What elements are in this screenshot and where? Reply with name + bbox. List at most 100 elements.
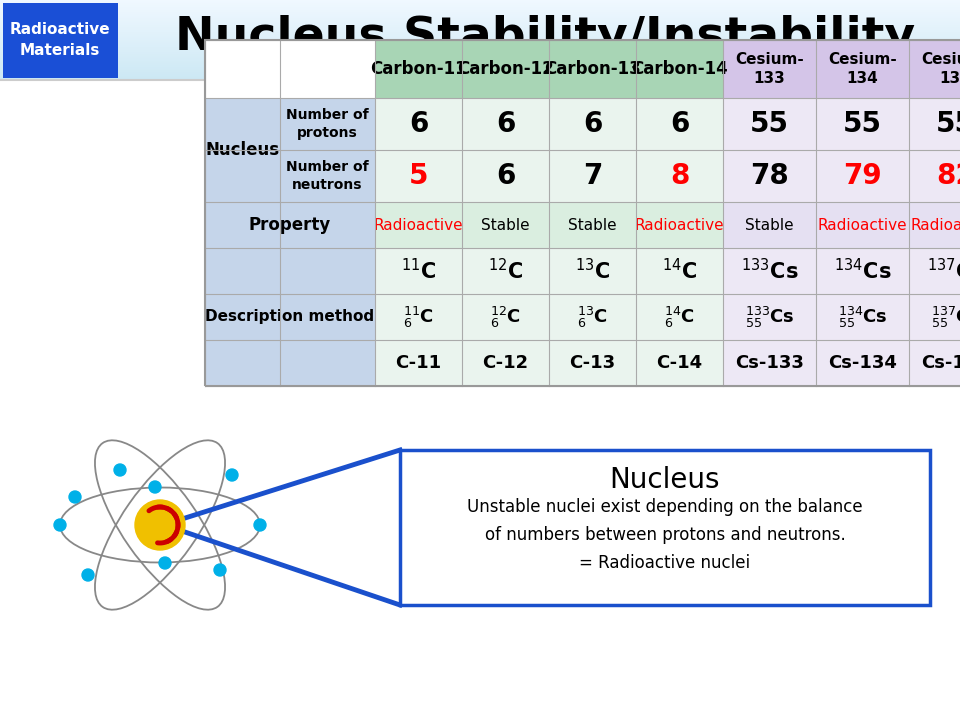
Bar: [0, 62, 960, 63]
Bar: [0, 56, 960, 57]
Bar: [0, 16, 960, 17]
Bar: [0, 57, 960, 58]
Bar: [0, 12, 960, 13]
Text: $^{12}$C: $^{12}$C: [488, 258, 523, 284]
Bar: [0, 27, 960, 28]
Bar: [816, 340, 909, 386]
Bar: [205, 98, 280, 202]
Bar: [0, 72, 960, 73]
Text: Carbon-14: Carbon-14: [631, 60, 728, 78]
Text: Radioactive: Radioactive: [911, 217, 960, 233]
Bar: [0, 71, 960, 72]
Bar: [0, 28, 960, 29]
Text: Cesium-
133: Cesium- 133: [735, 53, 804, 86]
Bar: [0, 31, 960, 32]
Bar: [0, 36, 960, 37]
Bar: [0, 42, 960, 43]
Bar: [462, 340, 549, 386]
Bar: [0, 4, 960, 5]
Text: 6: 6: [409, 110, 428, 138]
Text: 6: 6: [670, 110, 689, 138]
Circle shape: [114, 464, 126, 476]
Bar: [723, 294, 816, 340]
Bar: [0, 38, 960, 39]
Bar: [549, 340, 636, 386]
Bar: [375, 340, 462, 386]
Bar: [205, 248, 375, 386]
Bar: [636, 202, 723, 248]
Bar: [0, 69, 960, 70]
Bar: [0, 53, 960, 54]
Bar: [816, 98, 909, 150]
Bar: [0, 78, 960, 79]
Bar: [0, 74, 960, 75]
Bar: [636, 248, 723, 294]
Bar: [0, 6, 960, 7]
Bar: [0, 61, 960, 62]
Bar: [549, 294, 636, 340]
Bar: [909, 98, 960, 150]
Circle shape: [214, 564, 226, 576]
Bar: [0, 70, 960, 71]
Bar: [0, 75, 960, 76]
Bar: [549, 202, 636, 248]
Circle shape: [226, 469, 238, 481]
Bar: [723, 248, 816, 294]
Bar: [0, 2, 960, 3]
Bar: [462, 294, 549, 340]
Bar: [549, 98, 636, 150]
Text: C-14: C-14: [657, 354, 703, 372]
Bar: [0, 13, 960, 14]
Text: $^{137}$Cs: $^{137}$Cs: [926, 258, 960, 284]
Bar: [909, 340, 960, 386]
Text: 5: 5: [409, 162, 428, 190]
Bar: [636, 40, 723, 98]
Bar: [0, 41, 960, 42]
Bar: [0, 52, 960, 53]
Text: $^{137}_{55}$Cs: $^{137}_{55}$Cs: [930, 305, 960, 330]
Bar: [0, 22, 960, 23]
Text: Cs-137: Cs-137: [921, 354, 960, 372]
Bar: [0, 37, 960, 38]
Bar: [0, 51, 960, 52]
Bar: [0, 24, 960, 25]
Bar: [280, 98, 375, 150]
Bar: [375, 248, 462, 294]
Bar: [0, 21, 960, 22]
Bar: [3, 3, 118, 78]
Text: Nucleus: Nucleus: [205, 141, 279, 159]
Bar: [0, 19, 960, 20]
Bar: [0, 10, 960, 11]
Bar: [462, 248, 549, 294]
Text: $^{11}_{6}$C: $^{11}_{6}$C: [403, 305, 434, 330]
Bar: [0, 23, 960, 24]
Bar: [816, 150, 909, 202]
Bar: [0, 46, 960, 47]
Bar: [0, 35, 960, 36]
Text: Cs-134: Cs-134: [828, 354, 897, 372]
Bar: [0, 5, 960, 6]
Text: Carbon-11: Carbon-11: [371, 60, 467, 78]
Bar: [909, 150, 960, 202]
Text: $^{14}_{6}$C: $^{14}_{6}$C: [664, 305, 695, 330]
Bar: [0, 60, 960, 61]
Bar: [816, 40, 909, 98]
Bar: [375, 40, 462, 98]
Bar: [0, 32, 960, 33]
Bar: [816, 248, 909, 294]
Bar: [0, 45, 960, 46]
Circle shape: [149, 481, 161, 493]
Text: Number of
protons: Number of protons: [286, 108, 369, 140]
Text: $^{13}$C: $^{13}$C: [575, 258, 611, 284]
Bar: [816, 294, 909, 340]
Circle shape: [254, 519, 266, 531]
Text: Carbon-12: Carbon-12: [457, 60, 554, 78]
Bar: [0, 44, 960, 45]
Bar: [375, 294, 462, 340]
Text: Stable: Stable: [568, 217, 617, 233]
Bar: [0, 30, 960, 31]
Bar: [909, 294, 960, 340]
Bar: [0, 20, 960, 21]
Bar: [0, 33, 960, 34]
Text: 6: 6: [495, 162, 516, 190]
